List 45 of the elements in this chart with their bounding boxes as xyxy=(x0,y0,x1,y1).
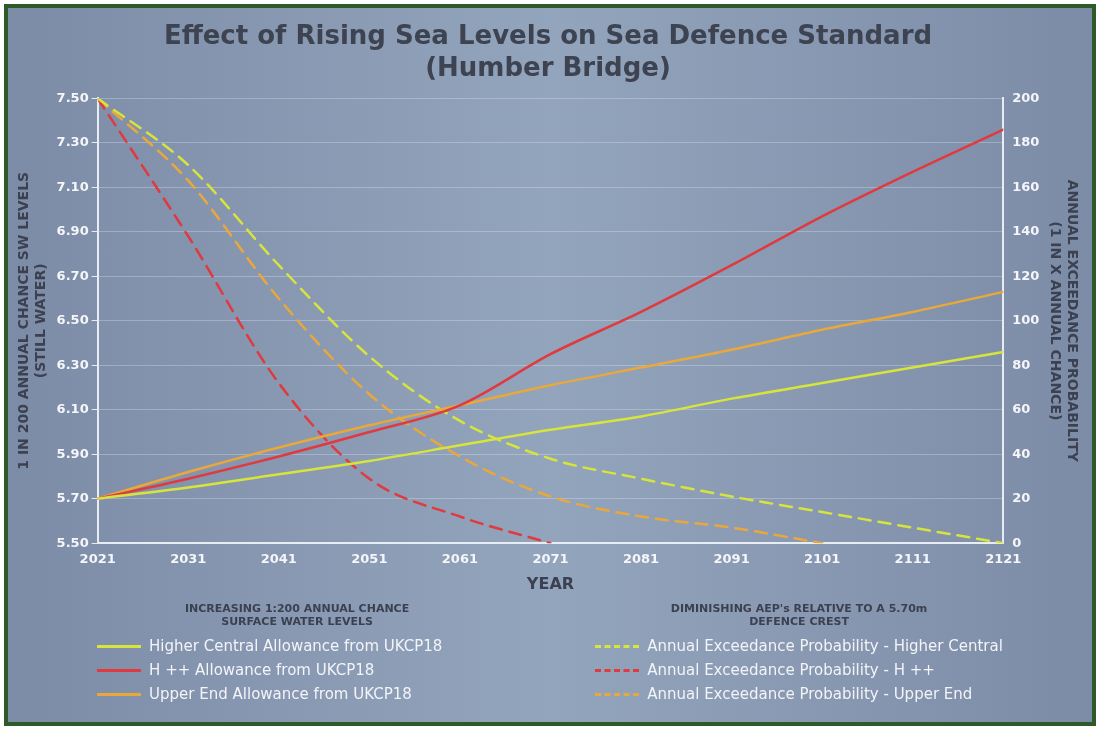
y2-tick-label: 100 xyxy=(1012,312,1040,328)
y2-tick-label: 20 xyxy=(1012,490,1031,506)
y-tick-label: 5.90 xyxy=(56,445,89,461)
y-axis-title: 1 IN 200 ANNUAL CHANCE SW LEVELS (STILL WATER) xyxy=(15,171,48,470)
y-tick-label: 7.10 xyxy=(56,178,89,194)
chart-title: Effect of Rising Sea Levels on Sea Defence Standard (Humber Bridge) xyxy=(163,20,933,82)
y-tick-label: 6.70 xyxy=(56,267,89,283)
y2-tick-label: 200 xyxy=(1012,89,1040,105)
y2-tick-label: 160 xyxy=(1012,178,1040,194)
x-tick-label: 2121 xyxy=(985,551,1022,567)
y2-tick-label: 80 xyxy=(1012,356,1031,372)
y2-tick-label: 120 xyxy=(1012,267,1040,283)
x-tick-label: 2101 xyxy=(804,551,841,567)
x-tick-label: 2021 xyxy=(79,551,116,567)
legend-label: H ++ Allowance from UKCP18 xyxy=(149,661,375,679)
y2-tick-label: 180 xyxy=(1012,134,1040,150)
text: DIMINISHING AEP's RELATIVE TO A 5.70m DEFENCE CREST xyxy=(670,602,928,628)
x-tick-label: 2041 xyxy=(260,551,297,567)
y-tick-label: 6.50 xyxy=(56,312,89,328)
y2-axis-title: ANNUAL EXCEEDANCE PROBABILITY (1 IN X ANNUAL CHANCE) xyxy=(1048,179,1081,463)
x-tick-label: 2051 xyxy=(351,551,388,567)
y2-tick-label: 140 xyxy=(1012,223,1040,239)
y-tick-label: 6.90 xyxy=(56,223,89,239)
y2-tick-label: 0 xyxy=(1012,534,1022,550)
text: INCREASING 1:200 ANNUAL CHANCE SURFACE WATER LEVELS xyxy=(184,602,410,628)
x-tick-label: 2031 xyxy=(170,551,207,567)
x-tick-label: 2071 xyxy=(532,551,569,567)
x-tick-label: 2091 xyxy=(713,551,750,567)
x-tick-label: 2061 xyxy=(441,551,478,567)
legend-label: Annual Exceedance Probability - H ++ xyxy=(647,661,935,679)
y-tick-label: 7.50 xyxy=(56,89,89,105)
y-tick-label: 5.50 xyxy=(56,534,89,550)
legend-label: Annual Exceedance Probability - Higher Central xyxy=(647,637,1003,655)
y-tick-label: 7.30 xyxy=(56,134,89,150)
x-tick-label: 2111 xyxy=(894,551,931,567)
y-tick-label: 6.30 xyxy=(56,356,89,372)
y-tick-label: 6.10 xyxy=(56,401,89,417)
x-axis-title: YEAR xyxy=(525,573,575,593)
y2-tick-label: 60 xyxy=(1012,401,1031,417)
legend-label: Upper End Allowance from UKCP18 xyxy=(149,685,412,703)
x-tick-label: 2081 xyxy=(622,551,660,567)
y-tick-label: 5.70 xyxy=(56,490,89,506)
legend-label: Higher Central Allowance from UKCP18 xyxy=(149,637,443,655)
y2-tick-label: 40 xyxy=(1012,445,1031,461)
legend-label: Annual Exceedance Probability - Upper End xyxy=(647,685,973,703)
